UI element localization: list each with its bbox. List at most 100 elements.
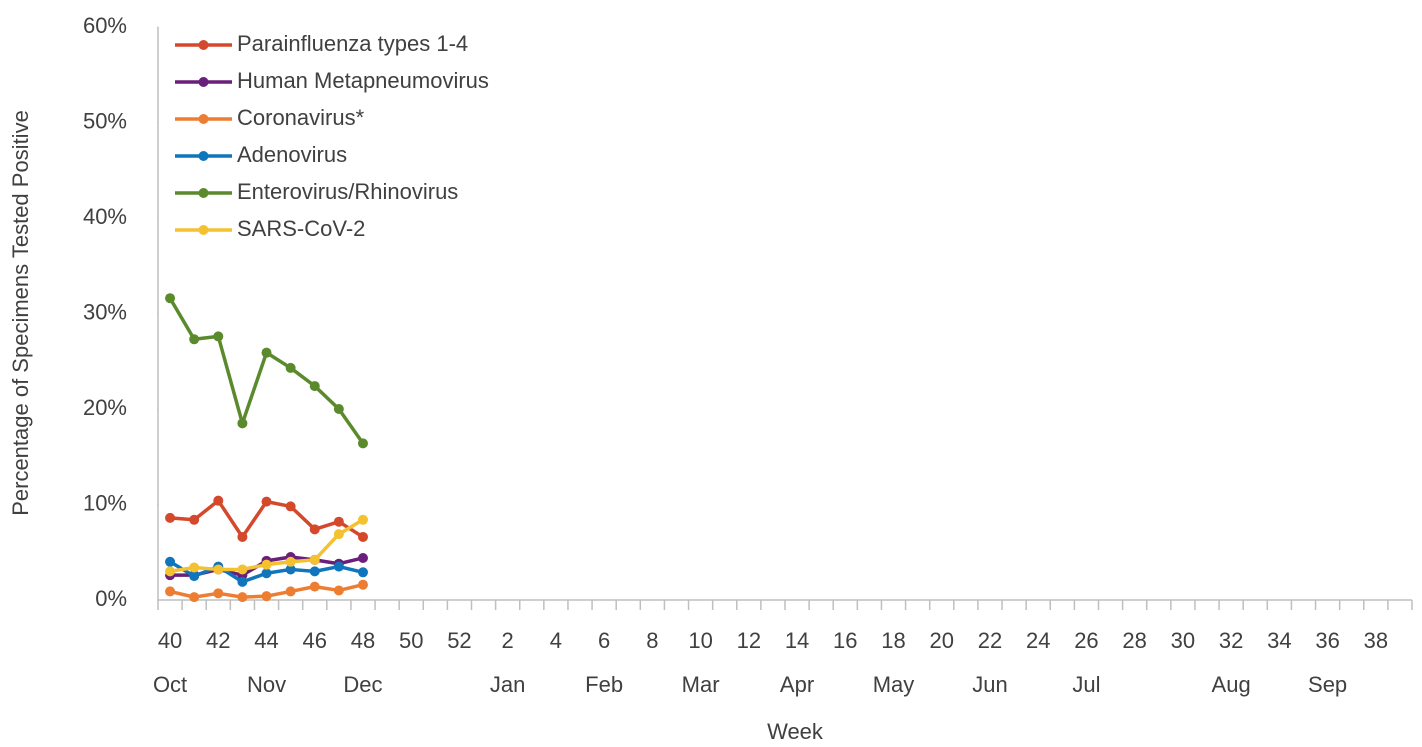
legend-label: SARS-CoV-2: [237, 216, 365, 241]
series-point: [189, 334, 200, 345]
x-tick-label: 2: [502, 628, 514, 653]
series-point: [189, 562, 200, 573]
month-label: Oct: [153, 672, 187, 697]
y-tick-label: 50%: [83, 108, 127, 133]
series-point: [309, 554, 320, 565]
legend-marker: [198, 40, 209, 50]
x-tick-label: 42: [206, 628, 230, 653]
x-tick-label: 22: [978, 628, 1002, 653]
series-point: [309, 566, 320, 577]
month-label: Jul: [1072, 672, 1100, 697]
x-tick-label: 40: [158, 628, 182, 653]
y-tick-label: 60%: [83, 13, 127, 38]
legend-label: Coronavirus*: [237, 105, 365, 130]
series-point: [333, 585, 344, 596]
series-point: [189, 571, 200, 582]
month-label: Jun: [972, 672, 1007, 697]
series-point: [165, 293, 176, 304]
series-point: [285, 564, 296, 575]
x-tick-label: 24: [1026, 628, 1050, 653]
x-tick-label: 4: [550, 628, 562, 653]
series-point: [213, 331, 224, 342]
x-tick-label: 50: [399, 628, 423, 653]
month-label: Feb: [585, 672, 623, 697]
series-point: [261, 568, 272, 579]
series-point: [213, 495, 224, 506]
series-point: [333, 561, 344, 572]
month-label: Aug: [1212, 672, 1251, 697]
series-point: [309, 581, 320, 592]
series-point: [285, 556, 296, 567]
series-point: [357, 579, 368, 590]
x-tick-label: 14: [785, 628, 809, 653]
x-tick-label: 44: [254, 628, 278, 653]
series-point: [333, 516, 344, 527]
y-tick-label: 20%: [83, 395, 127, 420]
x-tick-label: 32: [1219, 628, 1243, 653]
series-point: [357, 514, 368, 525]
series-point: [357, 567, 368, 578]
y-tick-label: 40%: [83, 204, 127, 229]
series-point: [285, 501, 296, 512]
x-tick-label: 18: [881, 628, 905, 653]
series-point: [261, 347, 272, 358]
month-label: Dec: [343, 672, 382, 697]
series-point: [237, 564, 248, 575]
series-point: [333, 404, 344, 414]
x-tick-label: 38: [1364, 628, 1388, 653]
series-point: [261, 559, 272, 570]
month-label: Nov: [247, 672, 286, 697]
x-axis-title: Week: [767, 719, 824, 744]
x-tick-label: 26: [1074, 628, 1098, 653]
series-point: [261, 591, 272, 602]
x-tick-label: 46: [303, 628, 327, 653]
series-point: [189, 592, 200, 603]
series-point: [285, 362, 296, 373]
x-tick-label: 28: [1122, 628, 1146, 653]
y-tick-label: 0%: [95, 586, 127, 611]
x-tick-label: 6: [598, 628, 610, 653]
legend-label: Human Metapneumovirus: [237, 68, 489, 93]
series-point: [237, 531, 248, 542]
y-tick-label: 30%: [83, 299, 127, 324]
legend-marker: [198, 151, 209, 161]
series-point: [237, 418, 248, 429]
month-label: Apr: [780, 672, 814, 697]
series-point: [261, 496, 272, 507]
series-point: [213, 588, 224, 599]
month-label: Sep: [1308, 672, 1347, 697]
legend-marker: [198, 225, 209, 235]
legend-marker: [198, 77, 209, 87]
series-point: [357, 531, 368, 542]
series-point: [309, 524, 320, 535]
y-axis-title: Percentage of Specimens Tested Positive: [8, 110, 33, 516]
series-point: [237, 592, 248, 603]
x-tick-label: 52: [447, 628, 471, 653]
series-point: [357, 552, 368, 563]
legend-label: Adenovirus: [237, 142, 347, 167]
legend-marker: [198, 114, 209, 124]
x-tick-label: 12: [737, 628, 761, 653]
x-tick-label: 30: [1171, 628, 1195, 653]
series-point: [333, 529, 344, 540]
series-point: [165, 566, 176, 577]
legend-label: Parainfluenza types 1-4: [237, 31, 468, 56]
month-label: May: [873, 672, 915, 697]
y-tick-label: 10%: [83, 490, 127, 515]
series-point: [285, 586, 296, 597]
x-tick-label: 48: [351, 628, 375, 653]
series-point: [237, 576, 248, 587]
series-point: [165, 512, 176, 523]
series-point: [309, 381, 320, 392]
series-line: [168, 297, 365, 445]
series-point: [213, 564, 224, 575]
series-point: [357, 438, 368, 449]
x-tick-label: 16: [833, 628, 857, 653]
x-tick-label: 10: [688, 628, 712, 653]
x-tick-label: 36: [1315, 628, 1339, 653]
x-tick-label: 34: [1267, 628, 1291, 653]
x-tick-label: 20: [930, 628, 954, 653]
month-label: Jan: [490, 672, 525, 697]
series-point: [165, 556, 176, 567]
